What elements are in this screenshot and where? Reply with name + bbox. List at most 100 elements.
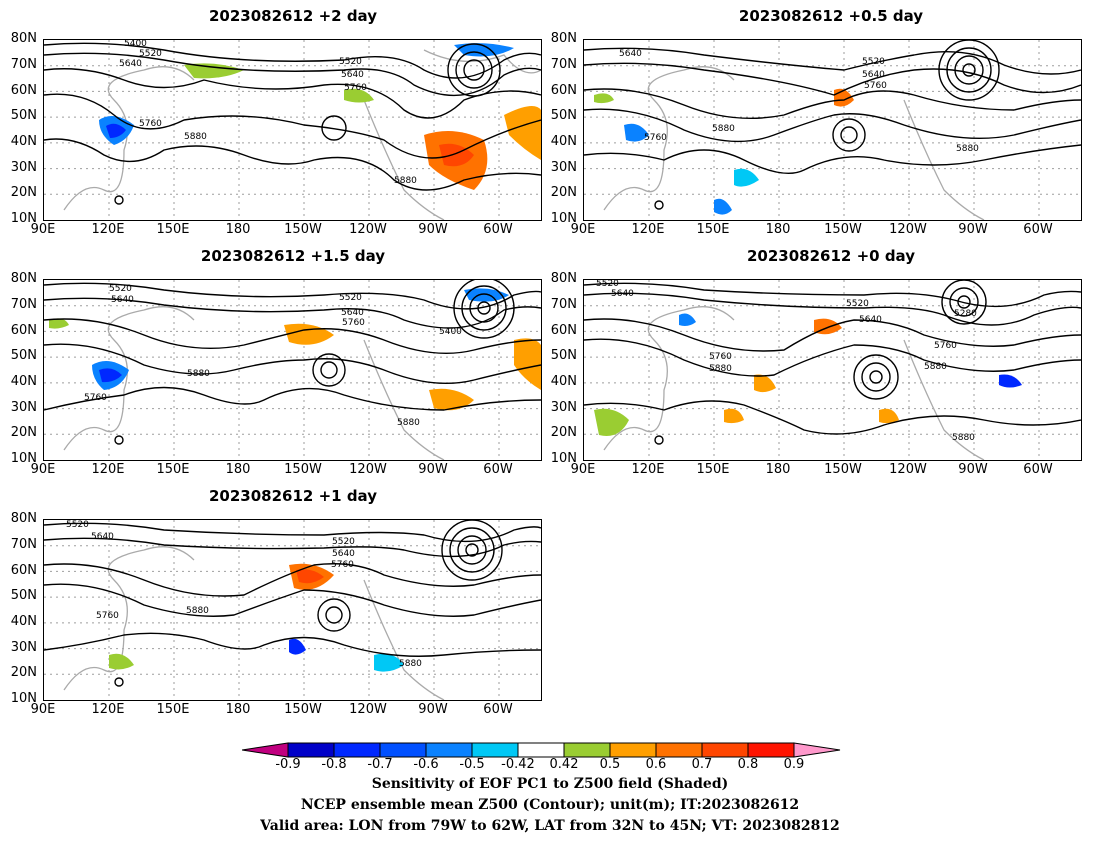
map-svg: 5520 5640 5520 5640 5760 5760 5880 5880 [44, 520, 541, 700]
svg-text:5520: 5520 [332, 537, 355, 547]
lat-label: 70N [10, 57, 37, 72]
lon-label: 120W [349, 222, 387, 237]
lon-label: 90E [30, 702, 56, 717]
lon-label: 90E [30, 222, 56, 237]
contours [44, 42, 541, 205]
lon-label: 150E [156, 462, 190, 477]
lat-label: 40N [10, 374, 37, 389]
lon-label: 150E [156, 702, 190, 717]
lon-label: 180 [765, 222, 791, 237]
lon-label: 90E [30, 462, 56, 477]
lat-label: 30N [10, 400, 37, 415]
caption-line-1: Sensitivity of EOF PC1 to Z500 field (Sh… [371, 776, 729, 792]
colorbar-left-arrow [241, 742, 289, 758]
lon-label: 120E [91, 702, 125, 717]
svg-text:5640: 5640 [611, 289, 634, 299]
lat-label: 80N [10, 271, 37, 286]
colorbar-label: 0.9 [783, 757, 805, 772]
svg-text:5880: 5880 [924, 362, 947, 372]
svg-text:5640: 5640 [332, 549, 355, 559]
map-plus-1-day: 5520 5640 5520 5640 5760 5760 5880 5880 [43, 519, 542, 701]
lon-label: 180 [765, 462, 791, 477]
colorbar-box [563, 742, 611, 758]
colorbar-label: 0.7 [691, 757, 713, 772]
lat-label: 70N [10, 297, 37, 312]
lat-label: 20N [550, 425, 577, 440]
panel-title: 2023082612 +1.5 day [200, 247, 386, 265]
svg-text:5760: 5760 [139, 119, 162, 129]
lat-label: 10N [550, 211, 577, 226]
lon-label: 150W [284, 462, 322, 477]
lon-label: 120E [631, 222, 665, 237]
lat-label: 40N [550, 134, 577, 149]
lon-label: 150E [696, 462, 730, 477]
lat-label: 60N [10, 323, 37, 338]
colorbar-box [701, 742, 749, 758]
svg-text:5760: 5760 [644, 133, 667, 143]
lat-label: 40N [10, 614, 37, 629]
svg-text:5520: 5520 [339, 57, 362, 67]
map-svg: 5640 5520 5640 5760 5880 5760 5880 [584, 40, 1081, 220]
lat-label: 60N [10, 83, 37, 98]
svg-text:5520: 5520 [66, 520, 89, 530]
svg-text:5760: 5760 [934, 341, 957, 351]
lat-label: 30N [10, 640, 37, 655]
lat-label: 50N [550, 348, 577, 363]
lon-label: 90W [958, 462, 988, 477]
svg-text:5520: 5520 [339, 293, 362, 303]
svg-text:5760: 5760 [344, 83, 367, 93]
lat-label: 50N [550, 108, 577, 123]
colorbar-label: 0.6 [645, 757, 667, 772]
svg-text:5880: 5880 [952, 433, 975, 443]
svg-text:5640: 5640 [862, 70, 885, 80]
lat-label: 30N [550, 400, 577, 415]
lat-label: 60N [550, 83, 577, 98]
lat-label: 10N [10, 211, 37, 226]
svg-text:5880: 5880 [186, 606, 209, 616]
colorbar-label: -0.42 [501, 757, 535, 772]
colorbar-box [471, 742, 519, 758]
lon-label: 150E [696, 222, 730, 237]
lon-label: 60W [483, 702, 513, 717]
svg-text:5640: 5640 [341, 308, 364, 318]
lon-label: 150W [824, 222, 862, 237]
svg-text:5760: 5760 [84, 393, 107, 403]
lon-label: 60W [483, 222, 513, 237]
lon-label: 120W [349, 462, 387, 477]
svg-text:5520: 5520 [596, 280, 619, 289]
lon-label: 120E [91, 462, 125, 477]
lon-label: 150W [284, 222, 322, 237]
svg-text:5880: 5880 [712, 124, 735, 134]
shading [99, 43, 541, 190]
lon-label: 150W [284, 702, 322, 717]
lat-label: 20N [10, 185, 37, 200]
svg-text:5880: 5880 [187, 369, 210, 379]
colorbar-label: 0.8 [737, 757, 759, 772]
map-svg: 5520 5640 5520 5640 5280 5760 5880 5760 … [584, 280, 1081, 460]
map-plus-2-day: 5400 5520 5640 5520 5640 5760 5760 5880 … [43, 39, 542, 221]
lon-label: 90E [570, 462, 596, 477]
colorbar-box [379, 742, 427, 758]
lat-label: 10N [10, 451, 37, 466]
colorbar-label: 0.42 [549, 757, 579, 772]
panel-title: 2023082612 +0 day [747, 247, 915, 265]
svg-text:5400: 5400 [439, 327, 462, 337]
lat-label: 50N [10, 348, 37, 363]
lat-label: 50N [10, 108, 37, 123]
svg-text:5880: 5880 [956, 144, 979, 154]
colorbar-box [287, 742, 335, 758]
colorbar-label: -0.9 [275, 757, 301, 772]
lat-label: 20N [10, 665, 37, 680]
lat-label: 60N [550, 323, 577, 338]
lon-label: 120W [349, 702, 387, 717]
colorbar-box [517, 742, 565, 758]
colorbar-labels: -0.9 -0.8 -0.7 -0.6 -0.5 -0.42 0.42 0.5 … [0, 757, 1100, 773]
svg-text:5760: 5760 [342, 318, 365, 328]
lon-label: 150E [156, 222, 190, 237]
caption-line-2: NCEP ensemble mean Z500 (Contour); unit(… [300, 797, 800, 813]
colorbar [241, 740, 858, 760]
colorbar-svg [241, 742, 841, 758]
map-svg: 5400 5520 5640 5520 5640 5760 5760 5880 … [44, 40, 541, 220]
svg-text:5640: 5640 [619, 49, 642, 59]
svg-text:5640: 5640 [119, 59, 142, 69]
